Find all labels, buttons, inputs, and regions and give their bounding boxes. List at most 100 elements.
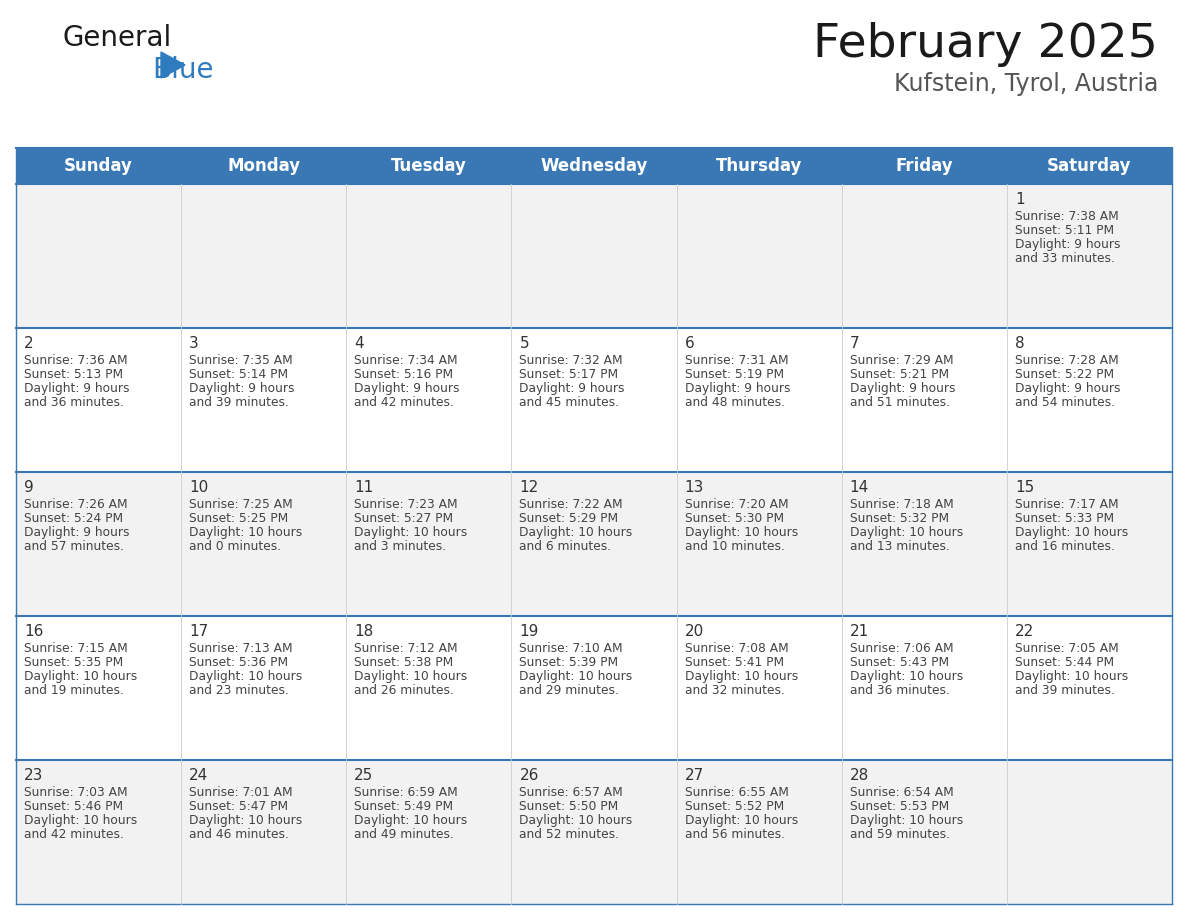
Text: 21: 21 [849, 624, 868, 639]
Bar [15, 328, 1173, 472]
Text: 5: 5 [519, 336, 529, 351]
Text: Sunrise: 7:10 AM: Sunrise: 7:10 AM [519, 642, 623, 655]
Text: Daylight: 10 hours: Daylight: 10 hours [519, 814, 633, 827]
Text: Kufstein, Tyrol, Austria: Kufstein, Tyrol, Austria [893, 72, 1158, 96]
Text: and 10 minutes.: and 10 minutes. [684, 540, 784, 553]
Bar [15, 760, 1173, 904]
Text: 2: 2 [24, 336, 33, 351]
Text: Sunrise: 7:28 AM: Sunrise: 7:28 AM [1015, 354, 1119, 367]
Text: and 42 minutes.: and 42 minutes. [354, 396, 454, 409]
Text: Sunset: 5:50 PM: Sunset: 5:50 PM [519, 800, 619, 813]
Text: and 0 minutes.: and 0 minutes. [189, 540, 282, 553]
Text: Sunset: 5:30 PM: Sunset: 5:30 PM [684, 512, 784, 525]
Text: and 36 minutes.: and 36 minutes. [24, 396, 124, 409]
Text: Sunset: 5:13 PM: Sunset: 5:13 PM [24, 368, 124, 381]
Text: Daylight: 10 hours: Daylight: 10 hours [849, 670, 963, 683]
Text: Sunrise: 6:55 AM: Sunrise: 6:55 AM [684, 786, 789, 799]
Text: Sunrise: 7:12 AM: Sunrise: 7:12 AM [354, 642, 457, 655]
Text: and 6 minutes.: and 6 minutes. [519, 540, 612, 553]
Text: and 13 minutes.: and 13 minutes. [849, 540, 949, 553]
Text: Sunrise: 7:03 AM: Sunrise: 7:03 AM [24, 786, 127, 799]
Text: and 29 minutes.: and 29 minutes. [519, 684, 619, 697]
Text: Sunrise: 7:22 AM: Sunrise: 7:22 AM [519, 498, 623, 511]
Text: Sunday: Sunday [64, 157, 133, 175]
Text: Daylight: 10 hours: Daylight: 10 hours [354, 526, 468, 539]
Text: and 59 minutes.: and 59 minutes. [849, 828, 949, 841]
Text: and 36 minutes.: and 36 minutes. [849, 684, 949, 697]
Text: Daylight: 10 hours: Daylight: 10 hours [189, 526, 303, 539]
Text: Daylight: 9 hours: Daylight: 9 hours [684, 382, 790, 395]
Text: 20: 20 [684, 624, 703, 639]
Text: and 48 minutes.: and 48 minutes. [684, 396, 784, 409]
Text: Daylight: 10 hours: Daylight: 10 hours [354, 814, 468, 827]
Text: February 2025: February 2025 [813, 22, 1158, 67]
Text: Monday: Monday [227, 157, 301, 175]
Text: Daylight: 10 hours: Daylight: 10 hours [24, 814, 138, 827]
Text: Sunset: 5:36 PM: Sunset: 5:36 PM [189, 656, 289, 669]
Text: and 46 minutes.: and 46 minutes. [189, 828, 289, 841]
Text: Sunrise: 7:29 AM: Sunrise: 7:29 AM [849, 354, 953, 367]
Text: and 23 minutes.: and 23 minutes. [189, 684, 289, 697]
Text: 15: 15 [1015, 480, 1034, 495]
Text: Sunset: 5:29 PM: Sunset: 5:29 PM [519, 512, 619, 525]
Text: Sunrise: 7:25 AM: Sunrise: 7:25 AM [189, 498, 293, 511]
Text: Daylight: 9 hours: Daylight: 9 hours [354, 382, 460, 395]
Text: Sunset: 5:38 PM: Sunset: 5:38 PM [354, 656, 454, 669]
Text: Daylight: 10 hours: Daylight: 10 hours [519, 526, 633, 539]
Text: Sunset: 5:25 PM: Sunset: 5:25 PM [189, 512, 289, 525]
Text: Sunset: 5:22 PM: Sunset: 5:22 PM [1015, 368, 1114, 381]
Text: 14: 14 [849, 480, 868, 495]
Text: and 51 minutes.: and 51 minutes. [849, 396, 949, 409]
Text: 24: 24 [189, 768, 208, 783]
Bar [15, 148, 1173, 184]
Text: Tuesday: Tuesday [391, 157, 467, 175]
Text: and 54 minutes.: and 54 minutes. [1015, 396, 1114, 409]
Text: Sunrise: 7:23 AM: Sunrise: 7:23 AM [354, 498, 457, 511]
Text: Daylight: 9 hours: Daylight: 9 hours [1015, 238, 1120, 251]
Text: Daylight: 10 hours: Daylight: 10 hours [684, 670, 798, 683]
Bar [15, 184, 1173, 328]
Text: Sunset: 5:44 PM: Sunset: 5:44 PM [1015, 656, 1114, 669]
Text: 13: 13 [684, 480, 704, 495]
Text: Blue: Blue [152, 56, 214, 84]
Text: and 42 minutes.: and 42 minutes. [24, 828, 124, 841]
Text: Sunrise: 6:57 AM: Sunrise: 6:57 AM [519, 786, 624, 799]
Text: Sunrise: 7:31 AM: Sunrise: 7:31 AM [684, 354, 788, 367]
Text: Sunrise: 7:26 AM: Sunrise: 7:26 AM [24, 498, 127, 511]
Polygon shape [162, 52, 185, 78]
Text: Sunset: 5:21 PM: Sunset: 5:21 PM [849, 368, 949, 381]
Text: Sunset: 5:24 PM: Sunset: 5:24 PM [24, 512, 124, 525]
Text: and 52 minutes.: and 52 minutes. [519, 828, 619, 841]
Text: and 57 minutes.: and 57 minutes. [24, 540, 124, 553]
Text: and 45 minutes.: and 45 minutes. [519, 396, 619, 409]
Text: Sunset: 5:17 PM: Sunset: 5:17 PM [519, 368, 619, 381]
Text: 17: 17 [189, 624, 208, 639]
Text: Daylight: 9 hours: Daylight: 9 hours [519, 382, 625, 395]
Text: Sunset: 5:11 PM: Sunset: 5:11 PM [1015, 224, 1114, 237]
Text: Sunset: 5:47 PM: Sunset: 5:47 PM [189, 800, 289, 813]
Text: Sunset: 5:14 PM: Sunset: 5:14 PM [189, 368, 289, 381]
Text: 11: 11 [354, 480, 373, 495]
Text: Sunset: 5:43 PM: Sunset: 5:43 PM [849, 656, 949, 669]
Text: and 16 minutes.: and 16 minutes. [1015, 540, 1114, 553]
Text: 12: 12 [519, 480, 538, 495]
Text: and 33 minutes.: and 33 minutes. [1015, 252, 1114, 265]
Text: Daylight: 10 hours: Daylight: 10 hours [354, 670, 468, 683]
Text: and 56 minutes.: and 56 minutes. [684, 828, 784, 841]
Text: 27: 27 [684, 768, 703, 783]
Text: Sunrise: 7:35 AM: Sunrise: 7:35 AM [189, 354, 293, 367]
Text: Sunrise: 7:15 AM: Sunrise: 7:15 AM [24, 642, 128, 655]
Text: Daylight: 9 hours: Daylight: 9 hours [1015, 382, 1120, 395]
Text: 23: 23 [24, 768, 44, 783]
Text: Sunset: 5:41 PM: Sunset: 5:41 PM [684, 656, 784, 669]
Text: Daylight: 10 hours: Daylight: 10 hours [189, 814, 303, 827]
Text: Sunrise: 7:13 AM: Sunrise: 7:13 AM [189, 642, 292, 655]
Text: Sunset: 5:27 PM: Sunset: 5:27 PM [354, 512, 454, 525]
Text: Sunset: 5:33 PM: Sunset: 5:33 PM [1015, 512, 1114, 525]
Text: Daylight: 10 hours: Daylight: 10 hours [684, 526, 798, 539]
Text: Sunset: 5:39 PM: Sunset: 5:39 PM [519, 656, 619, 669]
Text: Saturday: Saturday [1047, 157, 1132, 175]
Text: 7: 7 [849, 336, 859, 351]
Text: Daylight: 10 hours: Daylight: 10 hours [519, 670, 633, 683]
Text: Daylight: 10 hours: Daylight: 10 hours [24, 670, 138, 683]
